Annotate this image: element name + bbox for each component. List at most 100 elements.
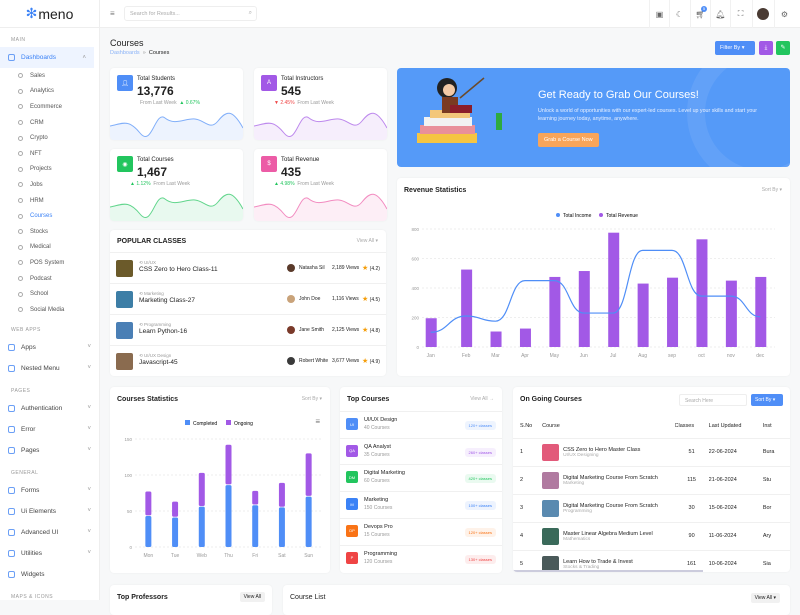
search-icon[interactable]: ⌕	[249, 10, 252, 17]
sidebar-subitem-projects[interactable]: Projects	[0, 162, 99, 178]
view-all-link[interactable]: View All →	[470, 396, 494, 402]
sidebar-item-widgets[interactable]: Widgets	[0, 564, 99, 585]
sidebar-subitem-hrm[interactable]: HRM	[0, 193, 99, 209]
gear-icon[interactable]: ⚙	[774, 0, 794, 28]
x-tick-label: Sun	[304, 553, 313, 559]
sidebar-item-advanced-ui[interactable]: Advanced UI˅	[0, 522, 99, 543]
rating: ★ (4.2)	[362, 264, 380, 272]
sidebar-item-ui-elements[interactable]: Ui Elements˅	[0, 501, 99, 522]
cart-icon[interactable]: 🛒︎5	[690, 0, 710, 28]
sidebar-item-error[interactable]: Error˅	[0, 419, 99, 440]
filter-by-button[interactable]: Filter By ▾	[715, 41, 755, 55]
sidebar-subitem-sales[interactable]: Sales	[0, 68, 99, 84]
sidebar-subitem-crm[interactable]: CRM	[0, 115, 99, 131]
sidebar-item-label: Forms	[21, 487, 39, 494]
row-number: 2	[513, 466, 542, 494]
download-button[interactable]: ⤓	[759, 41, 773, 55]
sidebar-item-apps[interactable]: Apps˅	[0, 337, 99, 358]
bell-icon[interactable]: 🔔︎	[710, 0, 730, 28]
sidebar-subitem-jobs[interactable]: Jobs	[0, 177, 99, 193]
sidebar-item-dashboards[interactable]: Dashboards˄	[0, 47, 94, 68]
view-all-button[interactable]: View All	[240, 592, 265, 602]
sidebar-subitem-nft[interactable]: NFT	[0, 146, 99, 162]
instructor: Sia	[763, 550, 790, 572]
bar-ongoing-Mon	[145, 492, 151, 516]
sidebar-item-label: Ui Elements	[21, 508, 56, 515]
menu-toggle-icon[interactable]: ≡	[110, 9, 115, 18]
ongoing-courses-card: On Going Courses Search Here Sort By ▾ S…	[513, 387, 790, 572]
bar-revenue-sep	[667, 278, 678, 347]
view-all-button[interactable]: View All ▾	[751, 593, 780, 603]
sidebar-item-authentication[interactable]: Authentication˅	[0, 398, 99, 419]
sidebar-subitem-crypto[interactable]: Crypto	[0, 130, 99, 146]
sidebar-subitem-courses[interactable]: Courses	[0, 208, 99, 224]
author-name: Robert White	[299, 358, 328, 364]
sidebar-subitem-analytics[interactable]: Analytics	[0, 84, 99, 100]
sidebar-subitem-school[interactable]: School	[0, 286, 99, 302]
course-title: CSS Zero to Hero Master Class	[563, 447, 640, 453]
classes-badge: 100+ classes	[465, 501, 496, 510]
fullscreen-icon[interactable]: ⛶	[730, 0, 750, 28]
last-updated: 11-06-2024	[709, 522, 763, 550]
sidebar-item-nested-menu[interactable]: Nested Menu˅	[0, 358, 99, 379]
view-all-link[interactable]: View All ▾	[357, 238, 378, 244]
class-title: CSS Zero to Hero Class-11	[139, 266, 218, 273]
sidebar-subitem-podcast[interactable]: Podcast	[0, 271, 99, 287]
chevron-down-icon: ˅	[87, 344, 91, 350]
sidebar-subitem-pos-system[interactable]: POS System	[0, 255, 99, 271]
sidebar-subitem-stocks[interactable]: Stocks	[0, 224, 99, 240]
course-name: QA Analyst	[364, 444, 391, 450]
star-icon: ★	[362, 327, 368, 334]
sidebar-subitem-social-media[interactable]: Social Media	[0, 302, 99, 318]
sidebar-item-forms[interactable]: Forms˅	[0, 480, 99, 501]
last-updated: 22-06-2024	[709, 438, 763, 466]
revenue-statistics-card: Revenue Statistics Sort By ▾ Total Incom…	[397, 178, 790, 376]
course-name: Digital Marketing	[364, 470, 405, 476]
logo[interactable]: ✻meno	[0, 0, 99, 28]
translate-icon[interactable]: ▣	[649, 0, 669, 28]
legend-marker	[185, 420, 190, 425]
avatar[interactable]	[752, 0, 772, 28]
bar-completed-Sat	[279, 507, 285, 547]
sidebar-item-pages[interactable]: Pages˅	[0, 440, 99, 461]
grab-course-button[interactable]: Grab a Course Now	[538, 133, 599, 147]
course-icon: DM	[346, 471, 358, 483]
course-count: 15 Courses	[364, 532, 390, 538]
ongoing-search-input[interactable]: Search Here	[679, 394, 747, 406]
sort-by-dropdown[interactable]: Sort By ▾	[302, 396, 322, 402]
breadcrumb-link[interactable]: Dashboards	[110, 50, 140, 56]
moon-icon[interactable]: ☾	[669, 0, 689, 28]
sidebar-subitem-medical[interactable]: Medical	[0, 240, 99, 256]
course-count: 120 Courses	[364, 559, 392, 565]
sort-by-dropdown[interactable]: Sort By ▾	[762, 187, 782, 193]
sidebar-item-utilities[interactable]: Utilities˅	[0, 543, 99, 564]
view-all-label: View All	[357, 238, 374, 244]
sort-by-button[interactable]: Sort By ▾	[751, 394, 783, 406]
search-input[interactable]: Search for Results...⌕	[124, 6, 257, 21]
sidebar-subitem-ecommerce[interactable]: Ecommerce	[0, 99, 99, 115]
horizontal-scrollbar[interactable]	[513, 570, 703, 572]
legend-marker	[556, 213, 560, 217]
edit-button[interactable]: ✎	[776, 41, 790, 55]
y-tick-label: 100	[124, 473, 132, 478]
